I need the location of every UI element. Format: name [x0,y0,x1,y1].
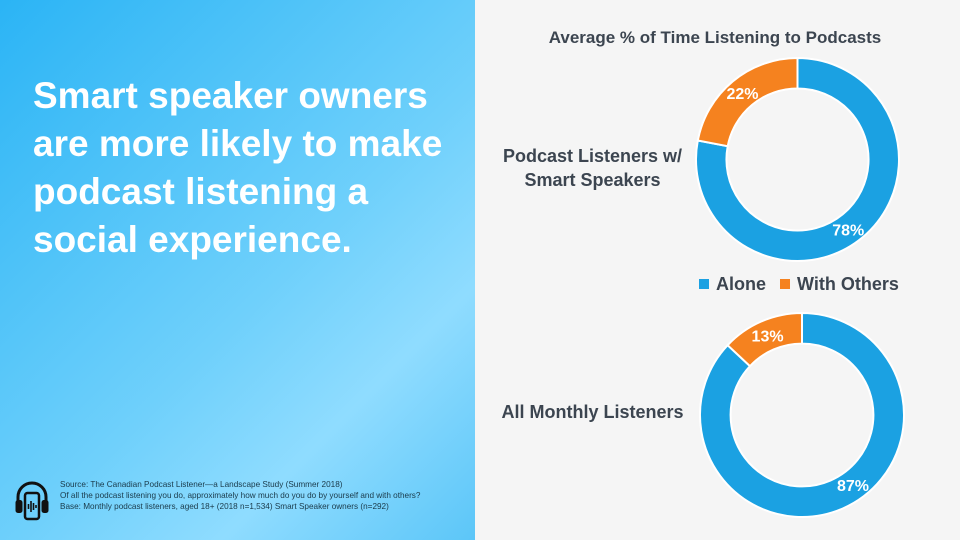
donut-slice-alone [699,312,905,518]
donut-label-with-others: 13% [752,328,784,345]
legend-swatch-with-others [780,279,791,289]
donut-slice-with-others [696,57,799,148]
donut-label-alone: 78% [832,222,864,239]
right-panel: Average % of Time Listening to Podcasts … [475,0,960,540]
source-line: Source: The Canadian Podcast Listener—a … [60,480,343,489]
donut-label-smart-speakers: Podcast Listeners w/ Smart Speakers [502,146,683,190]
source-notes: Source: The Canadian Podcast Listener—a … [60,479,470,512]
legend-label-with-others: With Others [797,273,899,294]
donut-chart-smart-speakers: 22% 78% [695,57,900,262]
legend-item-alone: Alone [699,274,766,295]
donut-label-alone: 87% [837,478,869,495]
left-panel: Smart speaker owners are more likely to … [0,0,475,540]
donut-slice-with-others [726,312,803,368]
donut-label-all-monthly: All Monthly Listeners [501,402,684,422]
donut-chart-all-monthly: 13% 87% [699,312,905,518]
donut-slice-alone [695,57,900,262]
question-line: Of all the podcast listening you do, app… [60,491,421,500]
podcast-headphones-phone-icon [15,481,49,521]
headline: Smart speaker owners are more likely to … [33,75,443,260]
legend-label-alone: Alone [716,273,767,294]
base-line: Base: Monthly podcast listeners, aged 18… [60,502,389,511]
chart-title: Average % of Time Listening to Podcasts [548,28,882,47]
legend-item-with-others: With Others [780,274,899,295]
donut-label-with-others: 22% [726,86,758,103]
legend-swatch-alone [699,279,709,289]
legend: Alone With Others [699,272,913,296]
